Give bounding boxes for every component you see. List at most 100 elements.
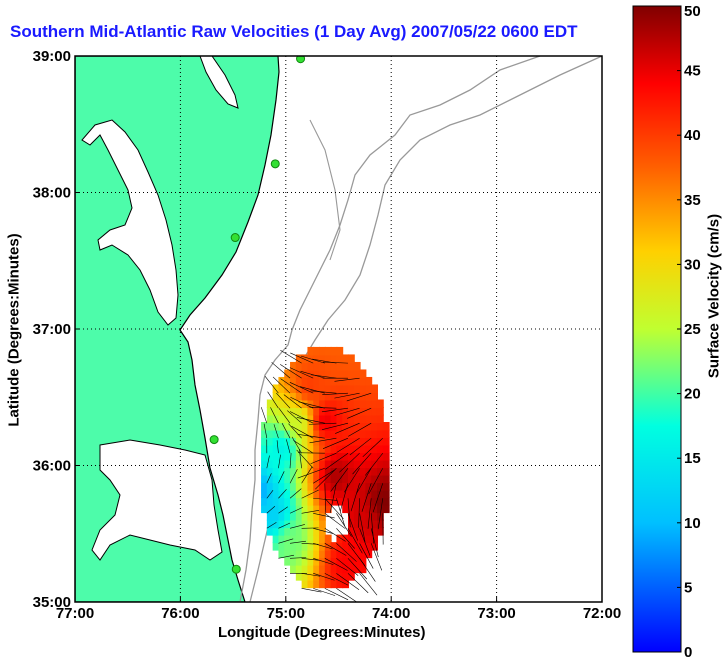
velocity-cell — [359, 489, 367, 499]
velocity-cell — [272, 512, 280, 521]
velocity-cell — [365, 406, 373, 416]
velocity-cell — [278, 399, 286, 408]
velocity-cell — [313, 557, 321, 566]
velocity-cell — [382, 437, 390, 446]
velocity-cell — [307, 369, 315, 378]
velocity-cell — [295, 482, 303, 491]
velocity-cell — [353, 489, 361, 499]
velocity-cell — [307, 376, 315, 386]
velocity-cell — [266, 429, 274, 439]
velocity-cell — [371, 512, 378, 521]
velocity-cell — [359, 384, 367, 393]
velocity-cell — [307, 414, 315, 424]
velocity-cell — [278, 512, 286, 521]
velocity-cell — [348, 527, 355, 536]
velocity-cell — [319, 512, 326, 521]
velocity-cell — [342, 406, 350, 416]
velocity-cell — [266, 482, 274, 491]
bathymetry-contour — [309, 119, 341, 261]
velocity-cell — [307, 579, 315, 589]
velocity-cell — [348, 557, 355, 566]
velocity-cell — [319, 467, 326, 476]
velocity-cell — [376, 422, 384, 431]
colorbar-tick-label: 25 — [684, 321, 701, 338]
velocity-cell — [278, 527, 286, 536]
velocity-cell — [307, 429, 315, 439]
velocity-cell — [324, 474, 332, 484]
velocity-cell — [336, 489, 344, 499]
colorbar-tick-label: 5 — [684, 579, 692, 596]
velocity-cell — [301, 497, 309, 506]
velocity-cell — [284, 489, 292, 499]
velocity-cell — [359, 519, 367, 529]
velocity-cell — [336, 369, 344, 378]
velocity-cell — [382, 452, 390, 461]
velocity-cell — [301, 459, 309, 469]
velocity-arrow — [289, 382, 314, 394]
velocity-cell — [330, 497, 338, 506]
velocity-cell — [336, 459, 344, 469]
velocity-cell — [324, 504, 332, 514]
velocity-cell — [342, 474, 350, 484]
velocity-cell — [313, 512, 321, 521]
velocity-cell — [301, 579, 309, 589]
velocity-arrow — [289, 469, 298, 484]
velocity-cell — [278, 459, 286, 469]
velocity-cell — [348, 474, 355, 484]
velocity-cell — [307, 474, 315, 484]
velocity-cell — [359, 549, 367, 559]
x-tick-label: 72:00 — [583, 605, 621, 622]
y-axis-ticks: 39:00 38:00 37:00 36:00 35:00 — [33, 48, 80, 611]
velocity-cell — [342, 429, 350, 439]
velocity-arrow — [365, 453, 384, 476]
velocity-arrow — [266, 506, 276, 514]
velocity-cell — [324, 376, 332, 386]
velocity-cell — [371, 467, 378, 476]
velocity-cell — [336, 399, 344, 408]
velocity-cell — [272, 504, 280, 514]
velocity-cell — [319, 361, 326, 371]
velocity-cell — [301, 564, 309, 574]
velocity-arrow — [324, 573, 349, 586]
velocity-cell — [353, 384, 361, 393]
velocity-cell — [272, 459, 280, 469]
velocity-cell — [353, 391, 361, 401]
velocity-cell — [301, 384, 309, 393]
velocity-cell — [272, 399, 280, 408]
velocity-cell — [348, 444, 355, 454]
velocity-cell — [301, 354, 309, 363]
velocity-arrow — [278, 471, 285, 484]
velocity-cell — [272, 542, 280, 551]
velocity-cell — [319, 406, 326, 416]
velocity-cell — [353, 497, 361, 506]
velocity-cell — [301, 504, 309, 514]
velocity-cell — [295, 489, 303, 499]
velocity-arrow — [301, 509, 320, 514]
velocity-cell — [330, 369, 338, 378]
velocity-cell — [272, 406, 280, 416]
velocity-cell — [319, 346, 326, 356]
velocity-cell — [330, 391, 338, 401]
velocity-arrow — [324, 498, 344, 520]
velocity-cell — [376, 489, 384, 499]
velocity-cell — [278, 519, 286, 529]
velocity-cell — [313, 459, 321, 469]
velocity-cell — [272, 444, 280, 454]
velocity-cell — [359, 512, 367, 521]
velocity-cell — [307, 482, 315, 491]
velocity-cell — [307, 572, 315, 581]
velocity-cell — [382, 444, 390, 454]
velocity-cell — [307, 467, 315, 476]
velocity-arrow — [289, 453, 292, 469]
velocity-cell — [342, 414, 350, 424]
velocity-cell — [266, 399, 274, 408]
velocity-cell — [290, 369, 297, 378]
velocity-cell — [336, 391, 344, 401]
velocity-cell — [371, 399, 378, 408]
colorbar-tick-label: 30 — [684, 256, 701, 273]
velocity-cell — [330, 422, 338, 431]
velocity-cell — [382, 422, 390, 431]
velocity-cell — [336, 482, 344, 491]
velocity-cell — [342, 459, 350, 469]
velocity-cell — [313, 474, 321, 484]
